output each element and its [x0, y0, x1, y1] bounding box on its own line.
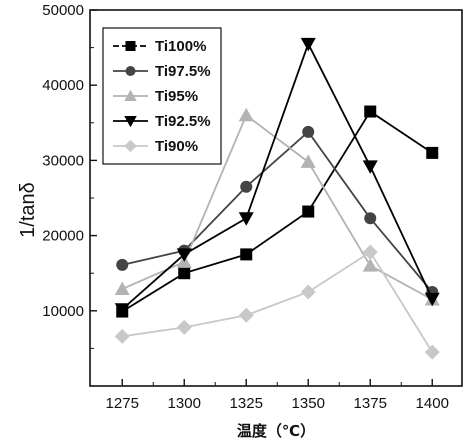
data-point [114, 281, 130, 295]
data-point [238, 107, 254, 122]
legend-label: Ti95% [155, 88, 198, 105]
data-point [176, 319, 192, 335]
legend-label: Ti92.5% [155, 113, 211, 130]
data-point [176, 248, 192, 262]
legend-label: Ti100% [155, 38, 206, 55]
y-tick-label: 50000 [42, 2, 84, 19]
data-point [302, 205, 315, 218]
data-point [426, 146, 439, 159]
y-tick-label: 20000 [42, 228, 84, 245]
data-point [300, 37, 316, 52]
series-layer [114, 37, 440, 360]
series-line [121, 110, 433, 313]
data-point [424, 292, 440, 307]
legend: Ti100% Ti97.5% Ti95% Ti92.5% Ti90% [102, 27, 222, 165]
data-point [302, 125, 315, 138]
x-axis-title: 温度（℃） [237, 422, 315, 440]
series-line [122, 130, 433, 293]
legend-marker [125, 66, 136, 76]
legend-marker [125, 41, 136, 51]
data-point [300, 154, 316, 168]
x-tick-label: 1275 [106, 395, 139, 412]
data-point [362, 244, 378, 260]
legend-marker [124, 89, 137, 101]
data-point [238, 212, 254, 226]
data-point [300, 284, 316, 300]
data-point [362, 258, 378, 272]
x-tick-label: 1325 [230, 395, 263, 412]
series-line [121, 41, 434, 310]
data-point [238, 307, 254, 323]
data-point [240, 180, 253, 193]
series-Ti90% [114, 244, 440, 360]
x-axis: 1275 1300 1325 1350 1375 1400 [106, 379, 449, 412]
data-point [364, 212, 377, 225]
series-Ti97.5% [116, 125, 439, 298]
legend-marker [124, 139, 137, 153]
legend-label: Ti90% [155, 138, 198, 155]
series-line [121, 113, 433, 301]
x-tick-label: 1350 [292, 395, 325, 412]
y-tick-label: 40000 [42, 77, 84, 94]
y-tick-label: 10000 [42, 303, 84, 320]
series-Ti92.5% [114, 37, 440, 317]
data-point [362, 160, 378, 174]
data-point [364, 105, 377, 118]
x-tick-label: 1300 [168, 395, 201, 412]
y-axis-title: 1/tanδ [17, 182, 39, 238]
x-tick-label: 1375 [354, 395, 387, 412]
data-point [114, 328, 130, 344]
data-point [424, 344, 440, 360]
data-point [240, 248, 253, 261]
data-point [116, 258, 129, 271]
series-line [122, 250, 434, 353]
legend-marker [124, 116, 137, 128]
y-tick-label: 30000 [42, 152, 84, 169]
legend-label: Ti97.5% [155, 63, 211, 80]
x-tick-label: 1400 [416, 395, 449, 412]
data-point [178, 267, 191, 280]
data-point [114, 303, 130, 317]
y-axis: 10000 20000 30000 40000 50000 [42, 2, 97, 349]
